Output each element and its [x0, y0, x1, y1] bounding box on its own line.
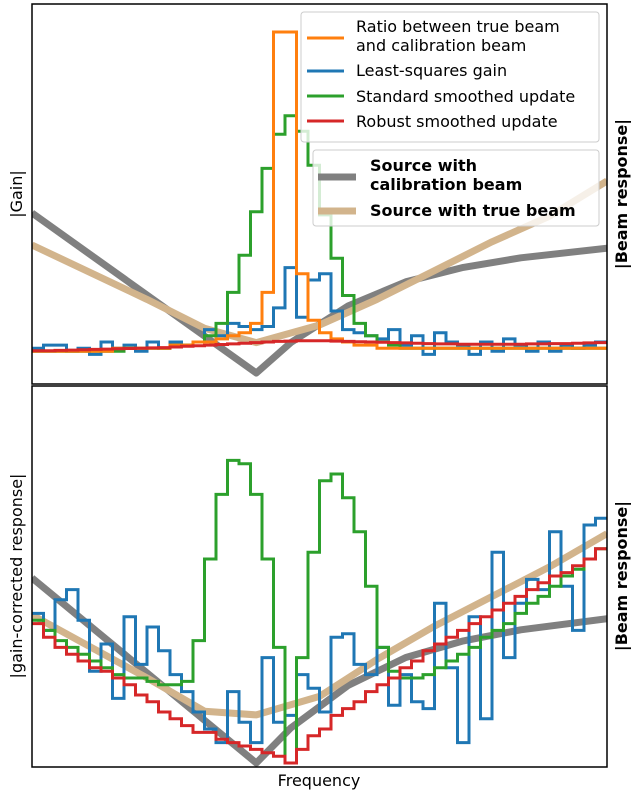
- panel-bottom: |gain-corrected response| |Beam response…: [7, 385, 631, 790]
- legend-lower: Source with calibration beam Source with…: [312, 149, 600, 227]
- legend-label-standard: Standard smoothed update: [356, 87, 575, 106]
- legend-label-ratio: Ratio between true beam and calibration …: [356, 17, 565, 55]
- legend-lower-frame: [312, 149, 600, 227]
- legend-label-cal-beam: Source with calibration beam: [370, 156, 522, 194]
- panel-top: |Gain| |Beam response| Ratio between tru…: [7, 3, 631, 385]
- top-series-source-with-calibration-beam: [32, 210, 607, 377]
- legend-upper: Ratio between true beam and calibration …: [300, 11, 600, 143]
- top-left-ylabel: |Gain|: [7, 170, 26, 218]
- bottom-series-source-with-true-beam: [32, 530, 607, 719]
- bottom-series-least-squares-gain: [32, 516, 607, 745]
- top-right-ylabel: |Beam response|: [612, 119, 631, 269]
- top-series-source-with-true-beam: [32, 178, 607, 347]
- panel-top-frame: [31, 3, 608, 385]
- bottom-xlabel: Frequency: [278, 771, 361, 790]
- bottom-right-ylabel: |Beam response|: [612, 501, 631, 651]
- legend-label-least-squares: Least-squares gain: [356, 61, 507, 80]
- legend-label-true-beam: Source with true beam: [370, 201, 576, 220]
- top-series-robust-smoothed-update: [32, 339, 607, 353]
- legend-upper-frame: [300, 11, 600, 143]
- panel-bottom-frame: [31, 385, 608, 768]
- bottom-series-robust-smoothed-update: [32, 547, 607, 765]
- legend-label-robust: Robust smoothed update: [356, 112, 558, 131]
- bottom-left-ylabel: |gain-corrected response|: [7, 474, 26, 679]
